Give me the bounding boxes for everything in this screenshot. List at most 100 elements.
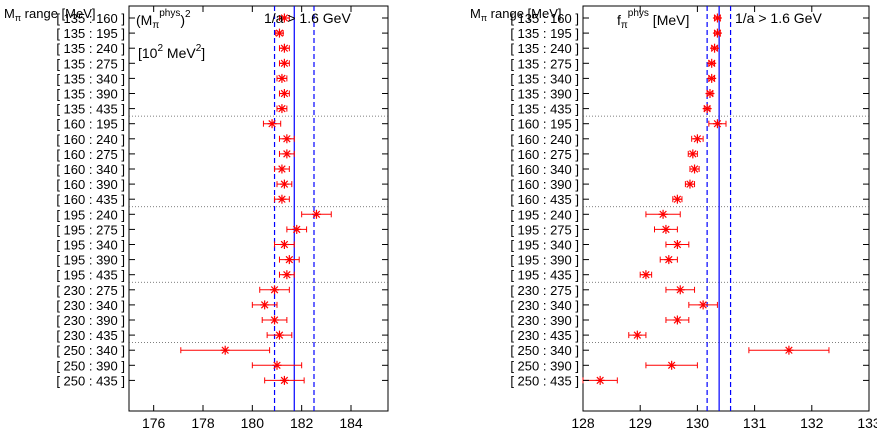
left-category-label: [ 160 : 275 ] bbox=[56, 147, 125, 162]
right-marker-stroke bbox=[699, 301, 707, 309]
right-category-label: [ 195 : 435 ] bbox=[510, 268, 579, 283]
right-xtick-label: 130 bbox=[686, 415, 710, 431]
left-xtick-label: 182 bbox=[290, 415, 314, 431]
left-category-label: [ 230 : 275 ] bbox=[56, 283, 125, 298]
right-data-point bbox=[702, 104, 712, 114]
left-marker-stroke bbox=[270, 316, 279, 324]
right-category-label: [ 135 : 195 ] bbox=[510, 26, 579, 41]
left-category-label: [ 230 : 435 ] bbox=[56, 328, 125, 343]
right-category-label: [ 160 : 195 ] bbox=[510, 117, 579, 132]
left-ticks: 176 178 180 182 184 bbox=[142, 6, 363, 431]
left-data-point bbox=[278, 43, 290, 53]
left-data-point bbox=[274, 28, 284, 38]
left-data-point bbox=[274, 194, 290, 204]
left-marker-stroke bbox=[270, 286, 279, 294]
right-marker-stroke bbox=[642, 270, 650, 279]
left-marker-stroke bbox=[285, 255, 294, 264]
left-marker-stroke bbox=[278, 104, 286, 113]
left-data-point bbox=[264, 375, 305, 385]
left-category-label: [ 250 : 340 ] bbox=[56, 343, 125, 358]
right-data-point bbox=[707, 73, 717, 83]
left-marker-stroke bbox=[278, 165, 286, 173]
left-chart: 176 178 180 182 184 [ 135 : 160 ][ 135 : 195… bbox=[4, 5, 389, 431]
right-ylabel: Mπ range [MeV] bbox=[470, 6, 562, 23]
left-marker-stroke bbox=[280, 44, 289, 52]
left-marker-stroke bbox=[280, 376, 289, 385]
right-data-point bbox=[672, 194, 683, 204]
left-plot-frame bbox=[128, 5, 389, 412]
right-category-label: [ 160 : 340 ] bbox=[510, 162, 579, 177]
left-marker-stroke bbox=[268, 119, 276, 128]
right-category-label: [ 135 : 340 ] bbox=[510, 71, 579, 86]
right-category-label: [ 195 : 275 ] bbox=[510, 222, 579, 237]
left-category-label: [ 160 : 340 ] bbox=[56, 162, 125, 177]
left-data-point bbox=[278, 58, 290, 68]
left-category-label: [ 135 : 275 ] bbox=[56, 56, 125, 71]
right-data-point bbox=[654, 224, 678, 234]
right-ticks: 128 129 130 131 132 133 bbox=[571, 6, 877, 431]
left-ylabel: Mπ range [MeV] bbox=[4, 6, 96, 23]
left-xtick-label: 180 bbox=[241, 415, 265, 431]
right-plot-frame bbox=[582, 5, 870, 412]
left-category-label: [ 195 : 340 ] bbox=[56, 238, 125, 253]
right-marker-stroke bbox=[673, 195, 682, 203]
right-category-label: [ 135 : 240 ] bbox=[510, 41, 579, 56]
right-xtick-label: 133 bbox=[857, 415, 877, 431]
left-marker-stroke bbox=[221, 346, 229, 354]
left-marker-stroke bbox=[280, 89, 289, 98]
left-marker-stroke bbox=[283, 150, 291, 158]
left-category-label: [ 135 : 435 ] bbox=[56, 102, 125, 117]
right-marker-stroke bbox=[713, 14, 722, 22]
left-marker-stroke bbox=[293, 225, 301, 234]
left-data-point bbox=[276, 73, 288, 83]
left-category-label: [ 135 : 240 ] bbox=[56, 41, 125, 56]
left-category-label: [ 195 : 240 ] bbox=[56, 207, 125, 222]
left-category-label: [ 230 : 390 ] bbox=[56, 313, 125, 328]
right-xtick-label: 128 bbox=[571, 415, 595, 431]
right-marker-stroke bbox=[633, 331, 642, 339]
right-xtick-label: 132 bbox=[800, 415, 824, 431]
left-title: (Mπphys)2 bbox=[136, 8, 191, 31]
right-category-label: [ 135 : 275 ] bbox=[510, 56, 579, 71]
right-data-point bbox=[705, 89, 715, 98]
left-marker-stroke bbox=[312, 210, 321, 219]
left-category-label: [ 135 : 390 ] bbox=[56, 87, 125, 102]
right-marker-stroke bbox=[686, 180, 694, 188]
right-marker-stroke bbox=[665, 255, 673, 264]
left-marker-stroke bbox=[280, 14, 289, 22]
right-data-point bbox=[691, 134, 704, 144]
left-marker-stroke bbox=[278, 74, 286, 83]
left-data-point bbox=[261, 315, 288, 325]
left-unit-label: [102 MeV2] bbox=[138, 43, 205, 61]
right-marker-stroke bbox=[707, 74, 716, 83]
left-marker-stroke bbox=[280, 180, 289, 188]
left-band bbox=[273, 6, 315, 411]
left-data-point bbox=[274, 240, 295, 249]
right-marker-stroke bbox=[673, 240, 682, 249]
left-cut-label: 1/a > 1.6 GeV bbox=[264, 10, 351, 26]
right-category-label: [ 195 : 340 ] bbox=[510, 238, 579, 253]
left-marker-stroke bbox=[275, 29, 284, 37]
right-marker-stroke bbox=[693, 135, 702, 143]
right-data-point bbox=[665, 315, 690, 325]
right-marker-stroke bbox=[713, 119, 722, 128]
right-category-label: [ 160 : 390 ] bbox=[510, 177, 579, 192]
left-category-label: [ 250 : 435 ] bbox=[56, 373, 125, 388]
right-category-label: [ 250 : 390 ] bbox=[510, 358, 579, 373]
right-marker-stroke bbox=[785, 346, 793, 354]
right-title: fπphys [MeV] bbox=[617, 8, 689, 31]
right-marker-stroke bbox=[662, 225, 670, 234]
left-marker-stroke bbox=[283, 135, 291, 143]
left-category-label: [ 160 : 435 ] bbox=[56, 192, 125, 207]
left-data-point bbox=[278, 270, 295, 280]
right-data-point bbox=[688, 300, 718, 310]
right-data-point bbox=[708, 119, 727, 129]
left-marker-stroke bbox=[273, 361, 281, 370]
right-data-point bbox=[710, 43, 720, 53]
right-marker-stroke bbox=[706, 89, 714, 98]
right-separators bbox=[583, 115, 869, 344]
right-band bbox=[706, 6, 732, 411]
right-category-label: [ 195 : 390 ] bbox=[510, 253, 579, 268]
left-data-point bbox=[274, 164, 290, 174]
